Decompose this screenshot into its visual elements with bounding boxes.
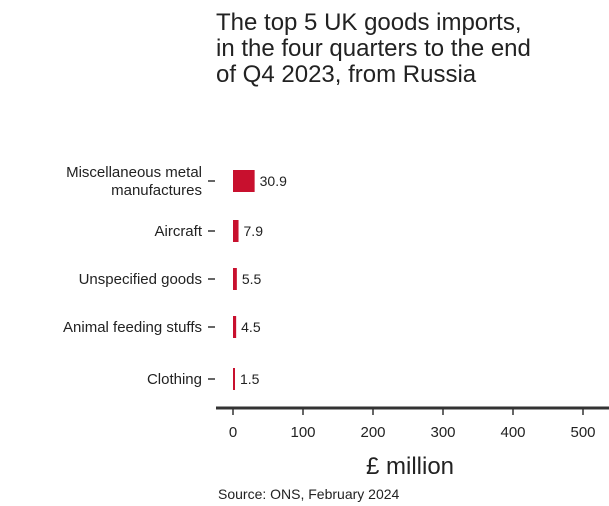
bar <box>233 368 235 390</box>
category-label-line: manufactures <box>111 182 202 199</box>
value-label: 5.5 <box>242 271 262 287</box>
category-label-line: Aircraft <box>154 223 202 240</box>
x-tick-label: 300 <box>430 424 455 441</box>
x-tick-label: 200 <box>360 424 385 441</box>
x-tick-label: 500 <box>570 424 595 441</box>
x-tick-label: 400 <box>500 424 525 441</box>
category-label: Animal feeding stuffs <box>63 319 202 336</box>
bar <box>233 268 237 290</box>
category-label-line: Miscellaneous metal <box>66 164 202 181</box>
category-labels: Miscellaneous metal manufactures Aircraft U… <box>63 164 215 388</box>
category-label: Clothing <box>147 371 202 388</box>
category-label: Miscellaneous metal manufactures <box>66 164 202 199</box>
category-label-line: Clothing <box>147 371 202 388</box>
category-label-line: Unspecified goods <box>79 271 202 288</box>
source-note: Source: ONS, February 2024 <box>218 486 400 502</box>
category-label: Aircraft <box>154 223 202 240</box>
value-label: 1.5 <box>240 371 260 387</box>
x-tick-label: 100 <box>290 424 315 441</box>
x-axis-ticks: 0 100 200 300 400 500 <box>229 409 596 441</box>
bar <box>233 316 237 338</box>
chart-title: The top 5 UK goods imports, in the four … <box>216 9 531 88</box>
value-label: 4.5 <box>241 319 261 335</box>
x-axis-label: £ million <box>366 453 454 480</box>
category-label: Unspecified goods <box>79 271 202 288</box>
bars <box>233 170 255 390</box>
value-label: 7.9 <box>244 223 264 239</box>
x-tick-label: 0 <box>229 424 237 441</box>
value-labels: 30.9 7.9 5.5 4.5 1.5 <box>240 173 287 387</box>
category-label-line: Animal feeding stuffs <box>63 319 202 336</box>
bar <box>233 170 255 192</box>
bar <box>233 220 239 242</box>
value-label: 30.9 <box>260 173 287 189</box>
